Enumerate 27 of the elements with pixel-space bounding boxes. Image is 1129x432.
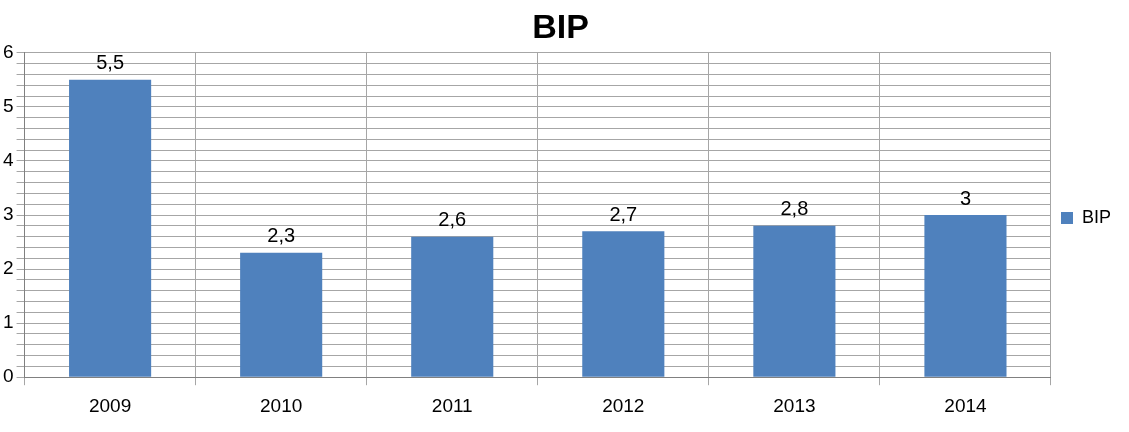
bar xyxy=(69,79,152,377)
x-tick-label: 2013 xyxy=(773,394,816,416)
x-tick-label: 2009 xyxy=(88,394,132,416)
y-tick-label: 5 xyxy=(2,95,14,117)
data-label: 2,7 xyxy=(609,202,638,225)
legend-label: BIP xyxy=(1081,206,1111,227)
data-label: 2,6 xyxy=(438,208,467,231)
bar xyxy=(240,252,323,377)
x-tick-label: 2010 xyxy=(260,394,303,416)
data-label: 2,8 xyxy=(780,197,809,220)
y-tick-label: 2 xyxy=(2,257,14,279)
y-tick-label: 4 xyxy=(2,149,14,171)
data-label: 2,3 xyxy=(267,224,296,247)
bar xyxy=(582,231,665,377)
bar xyxy=(411,236,494,377)
bar xyxy=(924,215,1007,377)
data-label: 5,5 xyxy=(96,51,125,74)
y-tick-label: 6 xyxy=(2,41,14,63)
x-tick-label: 2011 xyxy=(431,394,473,416)
y-tick-label: 0 xyxy=(2,365,14,387)
x-tick-label: 2014 xyxy=(944,394,988,416)
y-tick-label: 3 xyxy=(2,203,14,225)
bar xyxy=(753,225,836,377)
x-tick-label: 2012 xyxy=(602,394,645,416)
y-tick-label: 1 xyxy=(2,311,14,333)
data-label: 3 xyxy=(959,186,972,209)
chart-title: BIP xyxy=(532,6,589,45)
